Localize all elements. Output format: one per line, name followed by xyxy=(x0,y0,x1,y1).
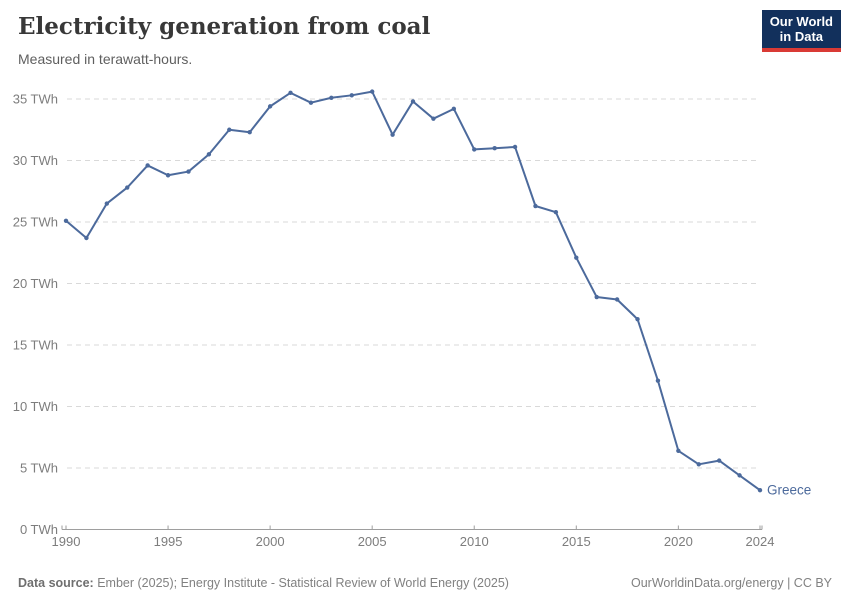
data-point[interactable] xyxy=(512,144,518,150)
x-axis-tick-label: 1995 xyxy=(154,534,183,549)
data-source-text: Ember (2025); Energy Institute - Statist… xyxy=(93,576,509,590)
data-point[interactable] xyxy=(63,218,69,223)
x-axis-tick-label: 2015 xyxy=(562,534,591,549)
data-point[interactable] xyxy=(574,255,579,260)
data-point[interactable] xyxy=(104,201,110,206)
x-axis-tick-label: 2000 xyxy=(256,534,285,549)
y-axis-tick-label: 20 TWh xyxy=(13,276,58,291)
owid-logo-line1: Our World xyxy=(769,14,833,29)
data-point[interactable] xyxy=(614,297,620,302)
data-point[interactable] xyxy=(533,203,538,209)
chart-subtitle: Measured in terawatt-hours. xyxy=(18,51,193,67)
data-point[interactable] xyxy=(431,116,436,121)
data-point[interactable] xyxy=(125,185,130,190)
data-point[interactable] xyxy=(655,378,661,383)
y-axis-tick-label: 15 TWh xyxy=(13,338,58,353)
data-point[interactable] xyxy=(308,100,314,105)
data-point[interactable] xyxy=(349,93,354,98)
data-point[interactable] xyxy=(635,316,640,322)
y-axis-tick-label: 5 TWh xyxy=(20,461,58,476)
chart-title: Electricity generation from coal xyxy=(18,13,431,40)
series-line-greece[interactable] xyxy=(65,90,761,492)
data-point[interactable] xyxy=(757,487,763,493)
y-axis-tick-label: 35 TWh xyxy=(13,92,58,107)
data-point[interactable] xyxy=(165,173,171,178)
x-axis-tick-label: 2020 xyxy=(664,534,693,549)
data-point[interactable] xyxy=(247,130,252,135)
data-source-note: Data source: Ember (2025); Energy Instit… xyxy=(18,576,509,590)
data-point[interactable] xyxy=(369,89,375,94)
data-point[interactable] xyxy=(329,95,334,100)
data-point[interactable] xyxy=(288,90,293,96)
series-label-greece[interactable]: Greece xyxy=(767,483,811,498)
data-point[interactable] xyxy=(472,147,477,152)
data-point[interactable] xyxy=(410,99,416,104)
data-point[interactable] xyxy=(676,448,681,453)
footer: Data source: Ember (2025); Energy Instit… xyxy=(18,576,832,590)
data-point[interactable] xyxy=(186,169,191,174)
data-point[interactable] xyxy=(737,473,742,478)
x-axis-tick-label: 1990 xyxy=(52,534,81,549)
data-point[interactable] xyxy=(267,104,273,109)
data-point[interactable] xyxy=(227,127,232,132)
data-point[interactable] xyxy=(594,294,599,300)
data-point[interactable] xyxy=(492,146,497,151)
y-axis-tick-label: 30 TWh xyxy=(13,153,58,168)
y-axis-tick-label: 0 TWh xyxy=(20,522,58,537)
x-axis-tick-label: 2024 xyxy=(746,534,775,549)
x-axis-tick-label: 2010 xyxy=(460,534,489,549)
y-axis-tick-label: 25 TWh xyxy=(13,215,58,230)
data-point[interactable] xyxy=(553,209,559,215)
data-point[interactable] xyxy=(716,458,722,463)
data-point[interactable] xyxy=(390,132,395,137)
x-axis-tick-label: 2005 xyxy=(358,534,387,549)
data-source-label: Data source: xyxy=(18,576,94,590)
y-axis-tick-label: 10 TWh xyxy=(13,399,58,414)
credit-link[interactable]: OurWorldinData.org/energy | CC BY xyxy=(630,576,832,590)
data-point[interactable] xyxy=(206,152,212,157)
owid-logo-line2: in Data xyxy=(779,29,824,44)
data-point[interactable] xyxy=(145,163,150,168)
owid-logo[interactable]: Our World in Data xyxy=(761,10,841,52)
data-point[interactable] xyxy=(84,235,89,241)
data-point[interactable] xyxy=(451,106,457,112)
data-point[interactable] xyxy=(696,462,701,467)
